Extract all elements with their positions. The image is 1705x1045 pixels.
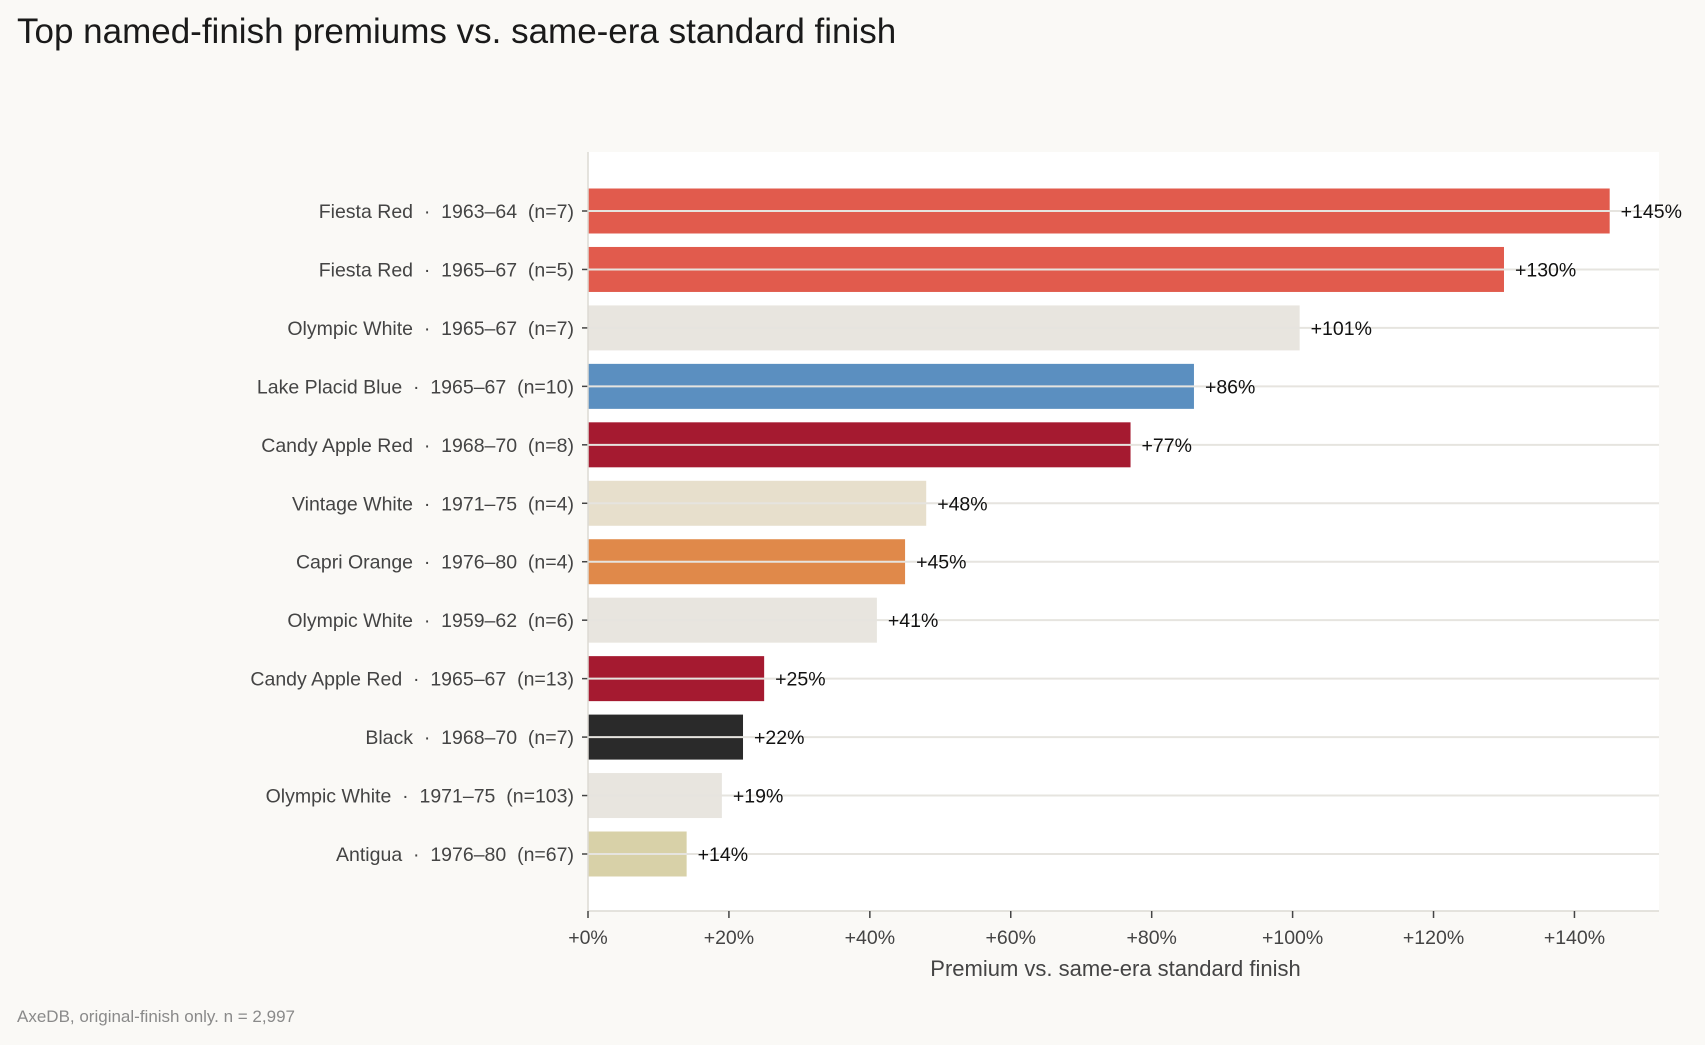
y-tick-label: Olympic White · 1971–75 (n=103)	[266, 786, 574, 808]
y-tick-label: Candy Apple Red · 1968–70 (n=8)	[261, 435, 574, 457]
data-label: +101%	[1311, 318, 1372, 340]
y-tick-label: Fiesta Red · 1963–64 (n=7)	[319, 201, 574, 223]
chart-title: Top named-finish premiums vs. same-era s…	[17, 12, 897, 51]
data-label: +86%	[1205, 376, 1255, 398]
x-tick-label: +100%	[1262, 927, 1323, 949]
data-label: +77%	[1142, 435, 1192, 457]
data-label: +45%	[916, 552, 966, 574]
x-tick-label: +40%	[845, 927, 895, 949]
data-label: +19%	[733, 786, 783, 808]
y-tick-label: Olympic White · 1959–62 (n=6)	[287, 610, 574, 632]
x-tick-label: +80%	[1126, 927, 1176, 949]
data-label: +22%	[754, 727, 804, 749]
data-label: +14%	[698, 844, 748, 866]
y-tick-label: Vintage White · 1971–75 (n=4)	[292, 493, 574, 515]
y-tick-label: Fiesta Red · 1965–67 (n=5)	[319, 259, 574, 281]
y-tick-label: Antigua · 1976–80 (n=67)	[336, 844, 574, 866]
data-label: +145%	[1621, 201, 1682, 223]
y-tick-label: Candy Apple Red · 1965–67 (n=13)	[250, 669, 574, 691]
x-tick-label: +0%	[568, 927, 608, 949]
footnote: AxeDB, original-finish only. n = 2,997	[17, 1007, 295, 1026]
data-label: +41%	[888, 610, 938, 632]
y-tick-label: Olympic White · 1965–67 (n=7)	[287, 318, 574, 340]
x-tick-label: +140%	[1544, 927, 1605, 949]
y-tick-label: Black · 1968–70 (n=7)	[365, 727, 574, 749]
x-tick-label: +60%	[986, 927, 1036, 949]
data-label: +130%	[1515, 259, 1576, 281]
data-label: +25%	[775, 669, 825, 691]
y-tick-label: Capri Orange · 1976–80 (n=4)	[296, 552, 574, 574]
x-tick-label: +20%	[704, 927, 754, 949]
data-label: +48%	[937, 493, 987, 515]
x-axis-label: Premium vs. same-era standard finish	[930, 956, 1300, 981]
x-tick-label: +120%	[1403, 927, 1464, 949]
y-tick-label: Lake Placid Blue · 1965–67 (n=10)	[257, 376, 574, 398]
